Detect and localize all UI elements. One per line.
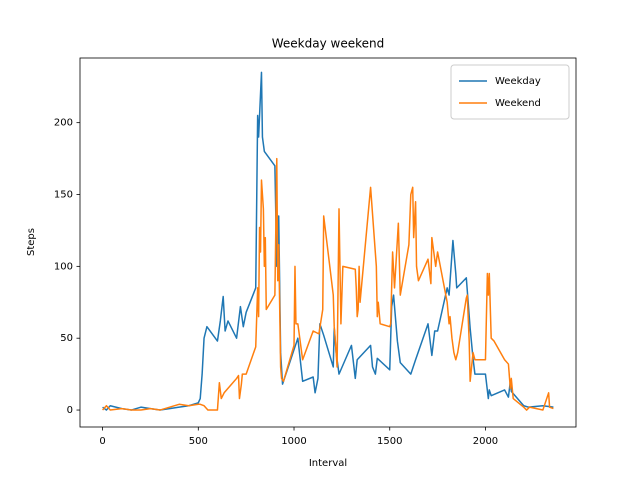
- y-tick-label: 50: [60, 333, 73, 344]
- legend-box: [450, 64, 570, 120]
- y-tick-label: 0: [67, 405, 73, 416]
- legend-label: Weekend: [495, 98, 541, 109]
- x-tick-label: 0: [99, 436, 105, 447]
- y-tick-label: 150: [54, 190, 73, 201]
- x-axis-label: Interval: [309, 458, 347, 469]
- x-tick-label: 2000: [473, 436, 498, 447]
- x-tick-label: 1000: [281, 436, 306, 447]
- chart-title: Weekday weekend: [272, 37, 384, 51]
- series-line: [102, 157, 554, 411]
- x-tick-label: 500: [189, 436, 208, 447]
- y-axis-label: Steps: [26, 228, 37, 256]
- y-tick-label: 100: [54, 261, 73, 272]
- y-tick-label: 200: [54, 118, 73, 129]
- legend-label: Weekday: [495, 76, 541, 87]
- plot-frame: [79, 57, 577, 428]
- x-tick-label: 1500: [377, 436, 402, 447]
